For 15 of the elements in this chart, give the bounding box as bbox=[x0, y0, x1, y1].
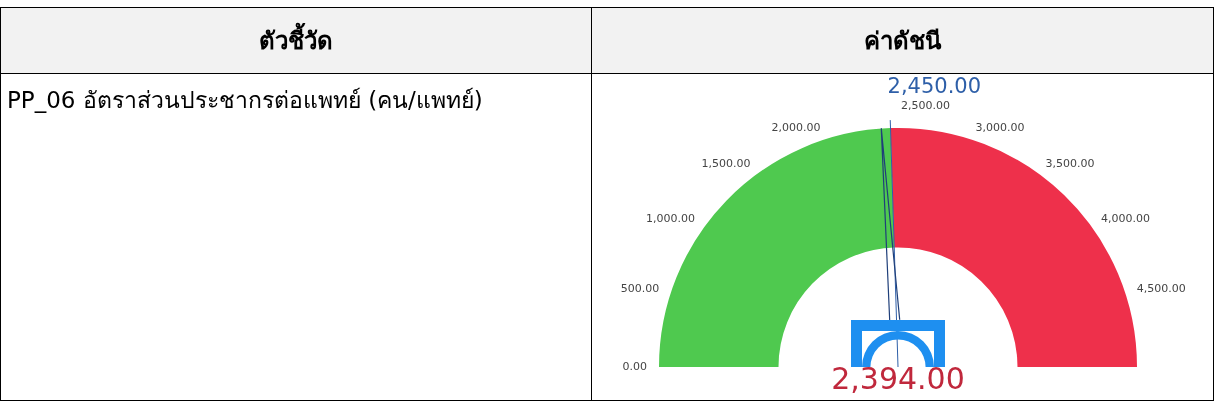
text: 0.00 bbox=[622, 359, 647, 373]
text: 3,000.00 bbox=[975, 121, 1025, 135]
text: 1,000.00 bbox=[645, 212, 695, 226]
text: 2,450.00 bbox=[887, 74, 982, 99]
text: 4,000.00 bbox=[1101, 212, 1151, 226]
text: 500.00 bbox=[620, 282, 660, 296]
text: ค่าดัชนี bbox=[591, 7, 1214, 74]
text: ตัวชี้วัด bbox=[0, 7, 592, 74]
text: 4,500.00 bbox=[1136, 282, 1186, 296]
text: 3,500.00 bbox=[1045, 156, 1095, 170]
text: 2,500.00 bbox=[901, 98, 950, 112]
text: 1,500.00 bbox=[701, 156, 751, 170]
text: 2,394.00 bbox=[831, 360, 965, 396]
text: PP_06 อัตราส่วนประชากรต่อแพทย์ (คน/แพทย์) bbox=[0, 73, 592, 401]
text: 2,000.00 bbox=[771, 121, 821, 135]
